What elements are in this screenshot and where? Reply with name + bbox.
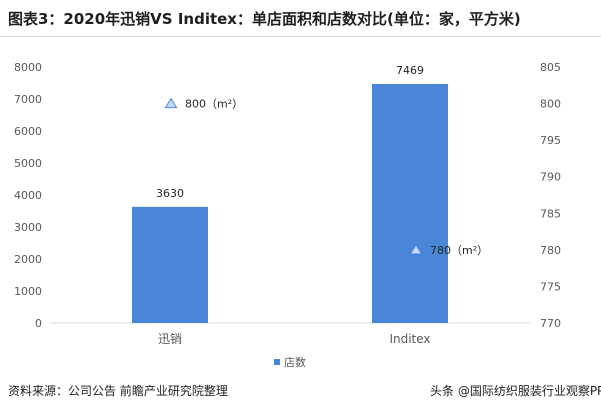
right-tick-label: 775 xyxy=(540,280,561,293)
legend-label: 店数 xyxy=(284,355,306,369)
left-tick-label: 3000 xyxy=(14,221,42,234)
x-tick-label: Inditex xyxy=(389,332,430,346)
right-tick-label: 790 xyxy=(540,171,561,184)
right-tick-label: 795 xyxy=(540,134,561,147)
right-tick-label: 780 xyxy=(540,244,561,257)
left-tick-label: 6000 xyxy=(14,125,42,138)
left-tick-label: 7000 xyxy=(14,93,42,106)
marker-data-label: 780（m²） xyxy=(430,244,488,257)
left-tick-label: 1000 xyxy=(14,285,42,298)
right-tick-label: 785 xyxy=(540,207,561,220)
marker-data-label: 800（m²） xyxy=(185,98,243,111)
bar xyxy=(132,206,208,323)
bar-data-label: 7469 xyxy=(396,64,424,77)
title-divider xyxy=(0,36,601,37)
left-tick-label: 5000 xyxy=(14,157,42,170)
left-tick-label: 0 xyxy=(35,317,42,330)
legend-swatch xyxy=(274,359,280,365)
right-axis: 770 775 780 785 790 795 800 805 xyxy=(540,61,561,330)
left-axis: 0 1000 2000 3000 4000 5000 6000 7000 8000 xyxy=(14,61,42,330)
marker-series: 800（m²） 780（m²） xyxy=(164,97,488,257)
left-tick-label: 8000 xyxy=(14,61,42,74)
bar-series: 3630 7469 xyxy=(132,64,448,323)
left-tick-label: 4000 xyxy=(14,189,42,202)
right-tick-label: 800 xyxy=(540,98,561,111)
left-tick-label: 2000 xyxy=(14,253,42,266)
marker-point xyxy=(164,97,178,109)
bar xyxy=(372,83,448,323)
x-axis: 迅销 Inditex xyxy=(158,332,431,346)
bar-data-label: 3630 xyxy=(156,187,184,200)
source-note: 资料来源：公司公告 前瞻产业研究院整理 xyxy=(8,384,228,398)
right-tick-label: 805 xyxy=(540,61,561,74)
marker-point xyxy=(409,243,423,255)
right-tick-label: 770 xyxy=(540,317,561,330)
chart-title: 图表3：2020年迅销VS Inditex：单店面积和店数对比(单位：家，平方米… xyxy=(8,10,521,28)
watermark-credit: 头条 @国际纺织服装行业观察PP xyxy=(430,384,601,398)
legend: 店数 xyxy=(274,355,306,369)
x-tick-label: 迅销 xyxy=(158,332,182,346)
